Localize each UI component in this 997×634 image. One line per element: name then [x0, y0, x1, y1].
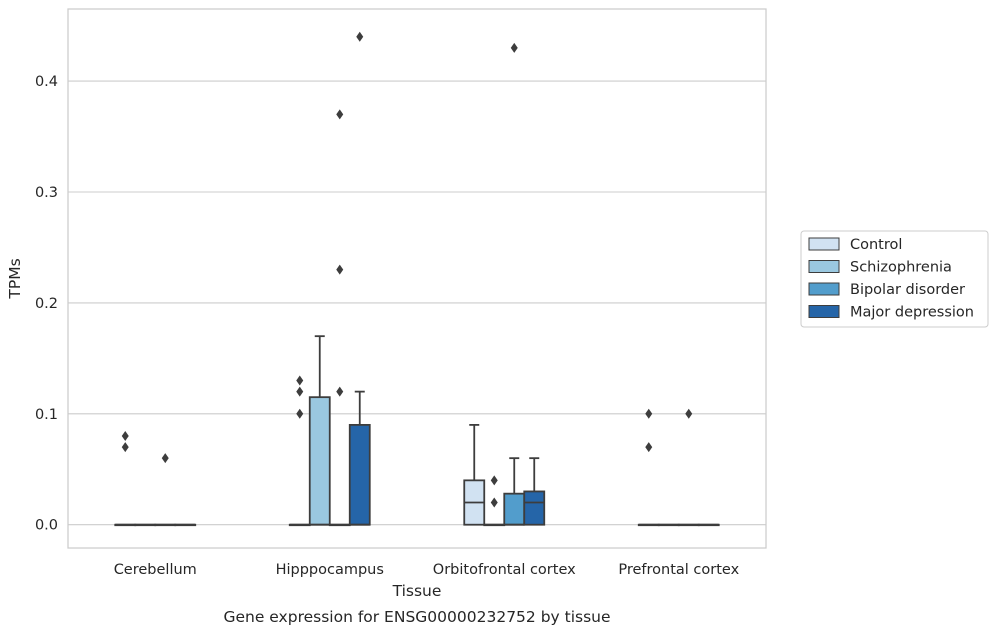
x-tick-label: Orbitofrontal cortex — [433, 562, 576, 578]
legend-frame — [800, 230, 989, 328]
box-control-3 — [637, 408, 660, 527]
box-control-0 — [114, 430, 137, 527]
legend-swatch — [808, 305, 840, 318]
y-axis-label: TPMs — [6, 258, 24, 299]
outlier-point — [336, 264, 344, 275]
x-tick-label: Hipppocampus — [276, 562, 384, 578]
legend-swatch — [808, 282, 840, 296]
box-bipolar-disorder-2 — [503, 42, 526, 526]
box-control-1 — [288, 375, 311, 527]
outlier-point — [336, 109, 344, 120]
box-schizophrenia-1 — [308, 335, 331, 526]
legend-label: Bipolar disorder — [850, 282, 965, 298]
legend-item-major-depression: Major depression — [808, 305, 974, 321]
x-axis-label: Tissue — [392, 582, 442, 600]
y-tick-labels: 0.0 0.1 0.2 0.3 0.4 — [35, 74, 58, 534]
plot-frame — [67, 8, 767, 549]
outlier-point — [510, 42, 518, 53]
box-major-depression-0 — [174, 523, 197, 527]
box-bipolar-disorder-3 — [677, 408, 700, 527]
outlier-point — [296, 386, 304, 397]
box-control-2 — [463, 423, 486, 526]
legend-swatch — [808, 237, 840, 251]
box-bipolar-disorder-0 — [154, 453, 177, 527]
legend-label: Control — [850, 237, 902, 253]
box-major-depression-2 — [523, 457, 546, 526]
legend-label: Major depression — [850, 305, 974, 321]
outlier-point — [490, 497, 498, 508]
box-body — [348, 423, 371, 526]
box-major-depression-1 — [348, 31, 371, 526]
y-tick-label: 0.4 — [35, 74, 58, 90]
outlier-point — [685, 408, 693, 419]
box-body — [308, 396, 331, 526]
legend-item-schizophrenia: Schizophrenia — [808, 260, 952, 276]
boxes — [114, 31, 720, 527]
legend-swatch — [808, 260, 840, 273]
chart-caption: Gene expression for ENSG00000232752 by t… — [223, 608, 610, 626]
box-major-depression-3 — [697, 523, 720, 527]
outlier-point — [356, 31, 364, 42]
grid-lines — [68, 80, 766, 526]
outlier-point — [645, 442, 653, 453]
x-tick-labels: Cerebellum Hipppocampus Orbitofrontal cort… — [114, 562, 740, 578]
outlier-point — [121, 430, 129, 441]
outlier-point — [490, 475, 498, 486]
legend-item-bipolar-disorder: Bipolar disorder — [808, 282, 965, 298]
legend-label: Schizophrenia — [850, 260, 952, 276]
x-tick-label: Cerebellum — [114, 562, 197, 578]
x-tick-label: Prefrontal cortex — [618, 562, 739, 578]
outlier-point — [296, 408, 304, 419]
box-schizophrenia-2 — [483, 475, 506, 527]
box-body — [503, 492, 526, 526]
box-body — [523, 490, 546, 526]
y-tick-label: 0.0 — [35, 518, 58, 534]
legend: Control Schizophrenia Bipolar disorder Majo… — [800, 230, 989, 328]
y-tick-label: 0.2 — [35, 296, 58, 312]
y-tick-label: 0.1 — [35, 407, 58, 423]
outlier-point — [296, 375, 304, 386]
outlier-point — [161, 453, 169, 464]
outlier-point — [336, 386, 344, 397]
box-schizophrenia-3 — [657, 523, 680, 527]
legend-item-control: Control — [808, 237, 902, 253]
y-tick-label: 0.3 — [35, 185, 58, 201]
box-schizophrenia-0 — [134, 523, 157, 527]
outlier-point — [645, 408, 653, 419]
box-bipolar-disorder-1 — [328, 109, 351, 527]
outlier-point — [121, 442, 129, 453]
